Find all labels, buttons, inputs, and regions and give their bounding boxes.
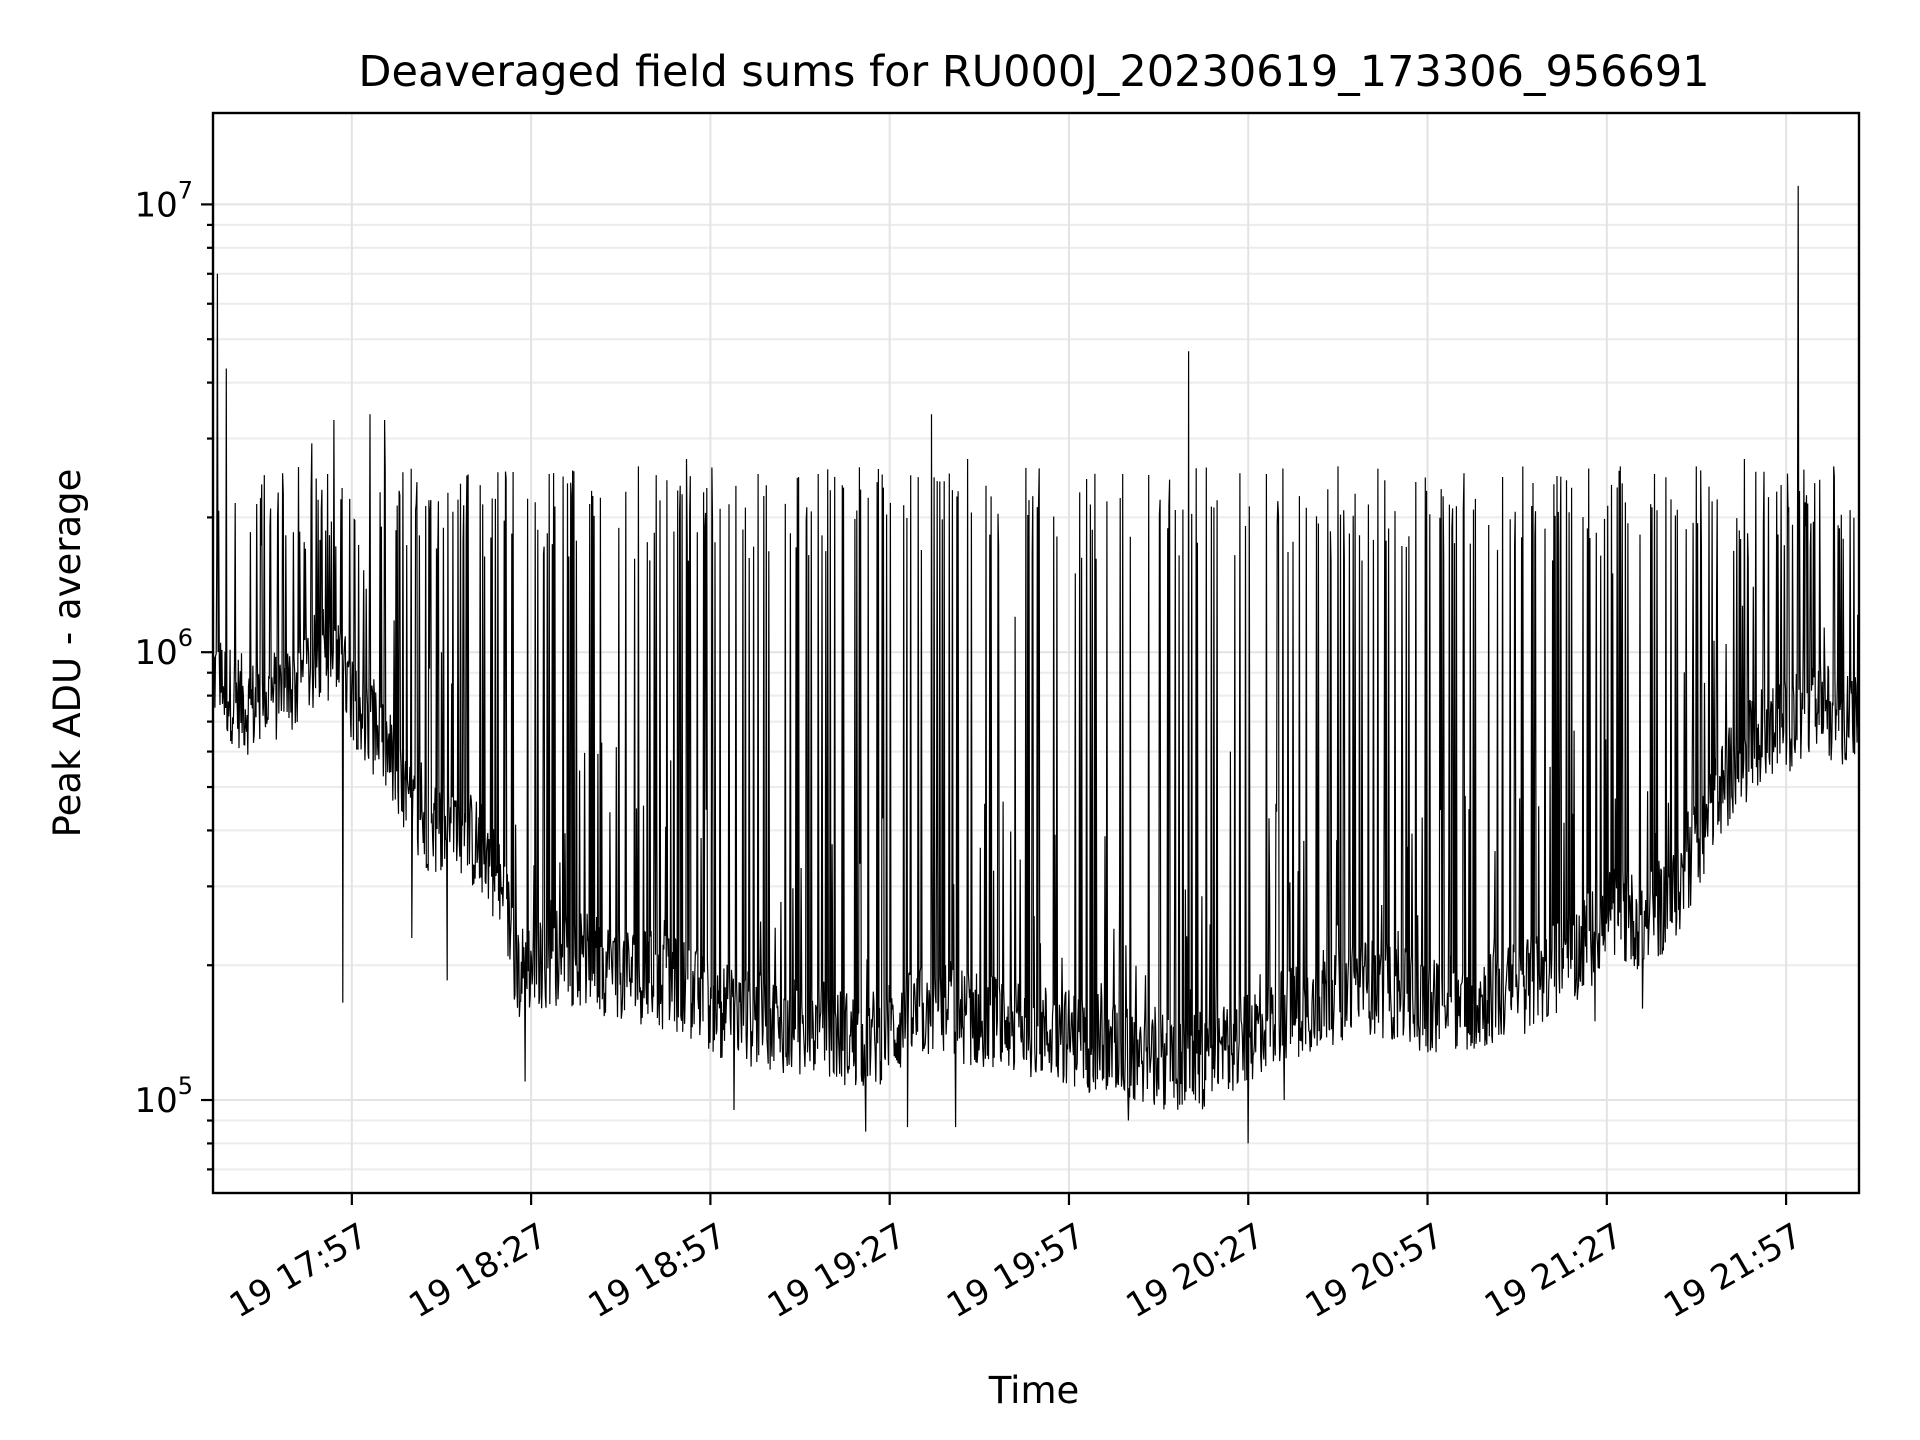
y-axis: 105 106 107 — [134, 176, 213, 1171]
y-tick-label: 106 — [134, 624, 193, 673]
grid — [213, 113, 1859, 1193]
chart-title: Deaveraged field sums for RU000J_2023061… — [358, 47, 1709, 97]
series-layer — [212, 185, 1860, 1144]
x-axis-label: Time — [988, 1369, 1080, 1412]
series-line — [212, 185, 1860, 1144]
y-tick-label: 105 — [134, 1072, 193, 1121]
y-tick-label: 107 — [134, 176, 193, 225]
y-axis-label: Peak ADU - average — [46, 469, 89, 838]
